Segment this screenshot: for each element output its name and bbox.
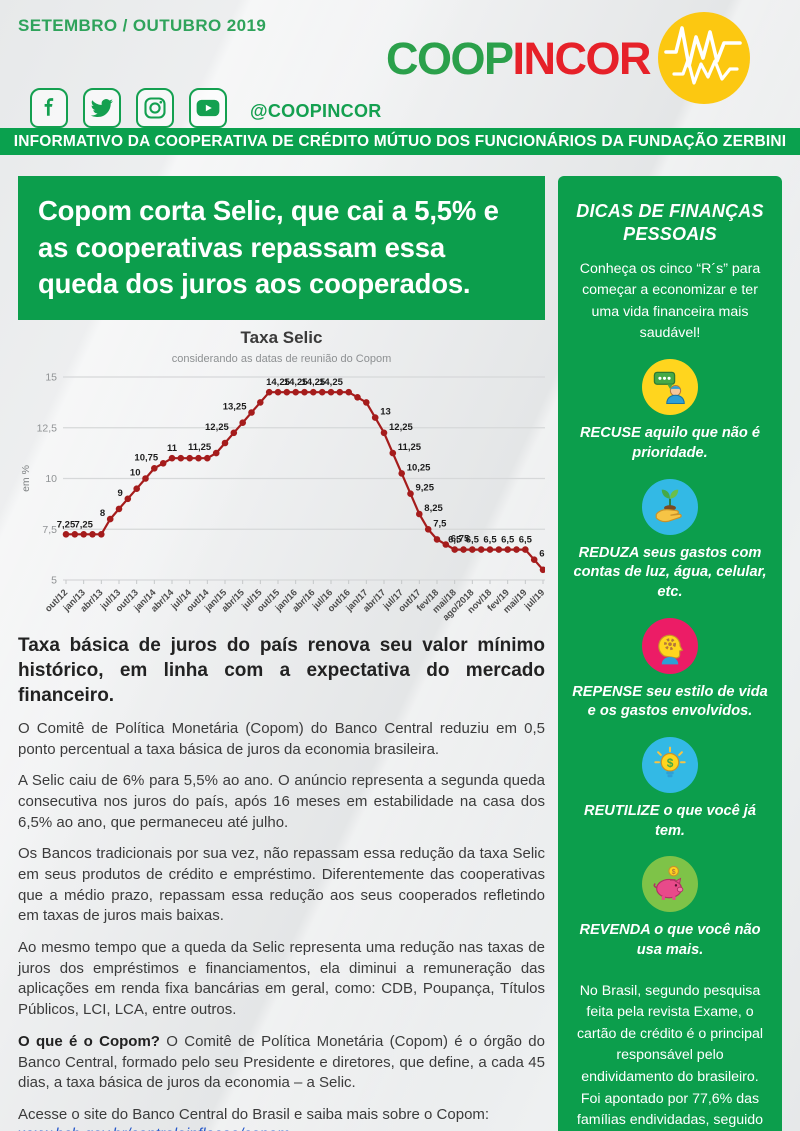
chart-gridlines: 15 12,5 10 7,5 5 <box>37 371 545 586</box>
article-paragraph: Ao mesmo tempo que a queda da Selic repr… <box>18 939 545 1019</box>
sidebar-title: DICAS DE FINANÇAS PESSOAIS <box>576 201 764 244</box>
facebook-icon[interactable] <box>30 88 68 128</box>
headline-text: Copom corta Selic, que cai a 5,5% e as c… <box>38 195 499 300</box>
sidebar-intro: Conheça os cinco “R´s” para começar a ec… <box>579 261 761 341</box>
article-body: Taxa básica de juros do país renova seu … <box>18 633 545 1131</box>
refuse-person-chat-icon <box>642 359 698 416</box>
bcb-link[interactable]: www.bcb.gov.br/controleinflacao/copom <box>18 1126 290 1131</box>
copom-lead: O que é o Copom? <box>18 1032 160 1050</box>
twitter-icon[interactable] <box>83 88 121 128</box>
y-axis-label: em % <box>20 465 32 492</box>
cta-text: Acesse o site do Banco Central do Brasil… <box>18 1105 490 1123</box>
selic-chart: Taxa Selic considerando as datas de reun… <box>18 328 545 621</box>
copom-paragraph: O que é o Copom? O Comitê de Política Mo… <box>18 1032 545 1094</box>
svg-text:14,25: 14,25 <box>266 377 290 388</box>
issue-date: SETEMBRO / OUTUBRO 2019 <box>18 16 267 35</box>
header-banner: INFORMATIVO DA COOPERATIVA DE CRÉDITO MÚ… <box>0 128 800 155</box>
tip-label: REPENSE seu estilo de vida e os gastos e… <box>572 683 768 720</box>
logo-text-coop: COOP <box>385 32 514 84</box>
chart-title: Taxa Selic <box>240 327 323 347</box>
youtube-icon[interactable] <box>189 88 227 128</box>
svg-text:8: 8 <box>100 508 105 519</box>
article-paragraph: O Comitê de Política Monetária (Copom) d… <box>18 719 545 758</box>
tip-reduza: REDUZA seus gastos com contas de luz, ág… <box>572 478 768 603</box>
svg-text:9,25: 9,25 <box>416 482 435 493</box>
svg-text:10: 10 <box>45 473 57 485</box>
svg-text:12,5: 12,5 <box>37 422 58 434</box>
svg-text:5: 5 <box>51 574 57 586</box>
tip-reutilize: $ REUTILIZE o que você já tem. <box>572 737 768 841</box>
svg-text:6,5: 6,5 <box>448 534 462 545</box>
bulb-dollar-icon: $ <box>642 737 698 793</box>
head-gear-icon <box>642 617 698 674</box>
selic-chart-plot: 15 12,5 10 7,5 5 em % out/12jan/13abr/13jul/13… <box>20 371 545 621</box>
tip-label: REVENDA o que você não usa mais. <box>579 922 761 959</box>
svg-text:13: 13 <box>380 406 391 417</box>
coopincor-logo: COOPINCOR <box>386 10 752 106</box>
svg-text:$: $ <box>672 869 676 876</box>
svg-text:10: 10 <box>130 467 141 478</box>
tips-sidebar: DICAS DE FINANÇAS PESSOAIS Conheça os ci… <box>558 176 782 1131</box>
tip-revenda: $ REVENDA o que você não usa mais. <box>572 856 768 960</box>
svg-text:13,25: 13,25 <box>223 401 247 412</box>
banner-text: INFORMATIVO DA COOPERATIVA DE CRÉDITO MÚ… <box>13 132 787 150</box>
instagram-icon[interactable] <box>136 88 174 128</box>
sidebar-note: No Brasil, segundo pesquisa feita pela r… <box>576 982 764 1129</box>
svg-text:12,25: 12,25 <box>389 421 413 432</box>
svg-text:10,25: 10,25 <box>407 462 431 473</box>
headline-box: Copom corta Selic, que cai a 5,5% e as c… <box>18 176 545 320</box>
tip-recuse: RECUSE aquilo que não é prioridade. <box>572 359 768 463</box>
tip-label: REDUZA seus gastos com contas de luz, ág… <box>573 544 767 600</box>
svg-text:12,25: 12,25 <box>205 421 229 432</box>
svg-text:7,5: 7,5 <box>42 523 57 535</box>
chart-points <box>62 388 545 573</box>
article-paragraph: A Selic caiu de 6% para 5,5% ao ano. O a… <box>18 772 545 831</box>
svg-text:11,25: 11,25 <box>398 442 422 453</box>
tip-label: REUTILIZE o que você já tem. <box>584 803 756 839</box>
svg-text:7,25: 7,25 <box>57 519 76 530</box>
svg-text:7,5: 7,5 <box>433 518 447 529</box>
header: SETEMBRO / OUTUBRO 2019 COOPINCOR <box>0 0 800 155</box>
social-handle[interactable]: @COOPINCOR <box>250 101 382 121</box>
svg-text:6: 6 <box>539 548 544 559</box>
svg-text:6,5: 6,5 <box>501 534 515 545</box>
article-paragraph: Os Bancos tradicionais por sua vez, não … <box>18 845 545 925</box>
svg-text:14,25: 14,25 <box>301 377 325 388</box>
copom-rest: O Comitê de Política Monetária (Copom) é… <box>18 1032 545 1092</box>
svg-text:6,5: 6,5 <box>519 534 533 545</box>
social-links: @COOPINCOR <box>30 88 382 128</box>
article-heading: Taxa básica de juros do país renova seu … <box>18 634 545 706</box>
svg-text:8,25: 8,25 <box>424 503 443 514</box>
svg-text:9: 9 <box>118 487 123 498</box>
piggy-bank-icon: $ <box>642 856 698 913</box>
svg-text:11,25: 11,25 <box>188 442 212 453</box>
svg-text:6,5: 6,5 <box>466 534 480 545</box>
svg-text:6,75: 6,75 <box>451 533 470 544</box>
hand-plant-icon <box>642 478 698 535</box>
tip-label: RECUSE aquilo que não é prioridade. <box>579 425 760 461</box>
svg-text:15: 15 <box>45 371 57 383</box>
logo-text-incor: INCOR <box>512 32 652 84</box>
svg-text:14,25: 14,25 <box>319 377 343 388</box>
svg-text:$: $ <box>667 756 674 770</box>
tip-repense: REPENSE seu estilo de vida e os gastos e… <box>572 617 768 722</box>
svg-text:6,5: 6,5 <box>483 534 497 545</box>
svg-text:14,25: 14,25 <box>284 377 308 388</box>
chart-subtitle: considerando as datas de reunião do Copo… <box>171 352 392 365</box>
chart-x-labels: out/12jan/13abr/13jul/13out/13jan/14abr/… <box>43 579 545 621</box>
heartbeat-logo-icon <box>658 12 750 104</box>
article-column: Copom corta Selic, que cai a 5,5% e as c… <box>18 176 545 1131</box>
svg-text:10,75: 10,75 <box>134 452 158 463</box>
svg-text:7,25: 7,25 <box>74 519 93 530</box>
svg-text:11: 11 <box>167 443 178 454</box>
